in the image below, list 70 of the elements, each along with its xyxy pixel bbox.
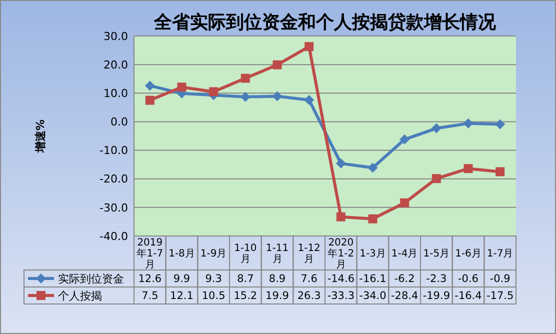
point bbox=[240, 92, 250, 102]
data-label: -34.0 bbox=[359, 290, 386, 302]
y-tick-label: 30.0 bbox=[104, 30, 128, 43]
data-label: 7.5 bbox=[142, 290, 158, 302]
data-label: -2.3 bbox=[426, 273, 447, 286]
y-tick-label: -30.0 bbox=[100, 201, 128, 214]
data-label: -6.2 bbox=[394, 273, 415, 286]
point bbox=[496, 167, 505, 176]
data-label: -16.1 bbox=[359, 273, 386, 286]
data-label: -33.3 bbox=[327, 290, 355, 302]
point bbox=[336, 212, 346, 222]
point bbox=[240, 74, 250, 83]
x-tick-label: 1-4月 bbox=[391, 248, 418, 260]
y-tick-label: -10.0 bbox=[100, 144, 128, 158]
x-tick-label: 1-6月 bbox=[455, 248, 482, 260]
point bbox=[209, 87, 218, 96]
point bbox=[145, 96, 154, 105]
point bbox=[463, 118, 474, 128]
data-label: 19.9 bbox=[266, 290, 289, 302]
legend-label: 实际到位资金 bbox=[58, 272, 124, 286]
data-label: 7.6 bbox=[300, 273, 318, 286]
point bbox=[272, 91, 282, 102]
data-label: -28.4 bbox=[390, 290, 418, 302]
x-tick-label: 1-12月 bbox=[298, 243, 320, 265]
data-label: 15.2 bbox=[234, 290, 258, 302]
point bbox=[464, 164, 473, 174]
point bbox=[304, 95, 314, 105]
data-label: 26.3 bbox=[297, 290, 321, 302]
data-label: -19.9 bbox=[422, 290, 450, 302]
point bbox=[432, 174, 441, 184]
data-label: 12.1 bbox=[170, 290, 194, 302]
x-tick-label: 1-11月 bbox=[266, 243, 289, 265]
data-label: 8.7 bbox=[237, 273, 254, 286]
point bbox=[400, 198, 410, 208]
data-label: -16.4 bbox=[454, 290, 482, 302]
y-tick-label: 10.0 bbox=[104, 86, 128, 100]
x-tick-label: 1-9月 bbox=[200, 248, 227, 260]
x-tick-label: 1-7月 bbox=[486, 248, 514, 260]
legend-label: 个人按揭 bbox=[58, 289, 102, 302]
point bbox=[400, 134, 410, 144]
point bbox=[177, 82, 186, 92]
y-tick-label: -20.0 bbox=[100, 172, 128, 186]
y-tick-label: -40.0 bbox=[100, 230, 128, 243]
data-label: 9.3 bbox=[205, 273, 222, 286]
point bbox=[368, 162, 378, 173]
point bbox=[144, 80, 155, 91]
data-label: -14.6 bbox=[327, 273, 355, 286]
data-label: -0.9 bbox=[490, 273, 510, 286]
data-label: -17.5 bbox=[486, 290, 514, 302]
point bbox=[368, 214, 378, 224]
x-tick-label: 1-8月 bbox=[168, 248, 195, 260]
chart-title: 全省实际到位资金和个人按揭贷款增长情况 bbox=[153, 12, 497, 33]
data-label: -0.6 bbox=[458, 273, 479, 286]
x-tick-label: 1-3月 bbox=[360, 248, 386, 260]
x-tick-label: 2020年1-2月 bbox=[328, 238, 354, 270]
x-tick-label: 2019年1-7月 bbox=[136, 238, 164, 270]
point bbox=[336, 158, 346, 168]
data-label: 10.5 bbox=[202, 290, 226, 302]
point bbox=[495, 119, 506, 130]
y-tick-label: 0.0 bbox=[110, 116, 128, 129]
x-tick-label: 1-5月 bbox=[423, 248, 450, 260]
point bbox=[431, 123, 442, 134]
data-label: 8.9 bbox=[268, 273, 286, 286]
data-label: 9.9 bbox=[173, 273, 190, 286]
point bbox=[304, 42, 314, 52]
point bbox=[272, 60, 282, 70]
data-label: 12.6 bbox=[138, 273, 162, 286]
y-axis-title: 增速% bbox=[34, 119, 47, 154]
x-tick-label: 1-10月 bbox=[234, 243, 257, 265]
y-tick-label: 20.0 bbox=[104, 58, 128, 72]
